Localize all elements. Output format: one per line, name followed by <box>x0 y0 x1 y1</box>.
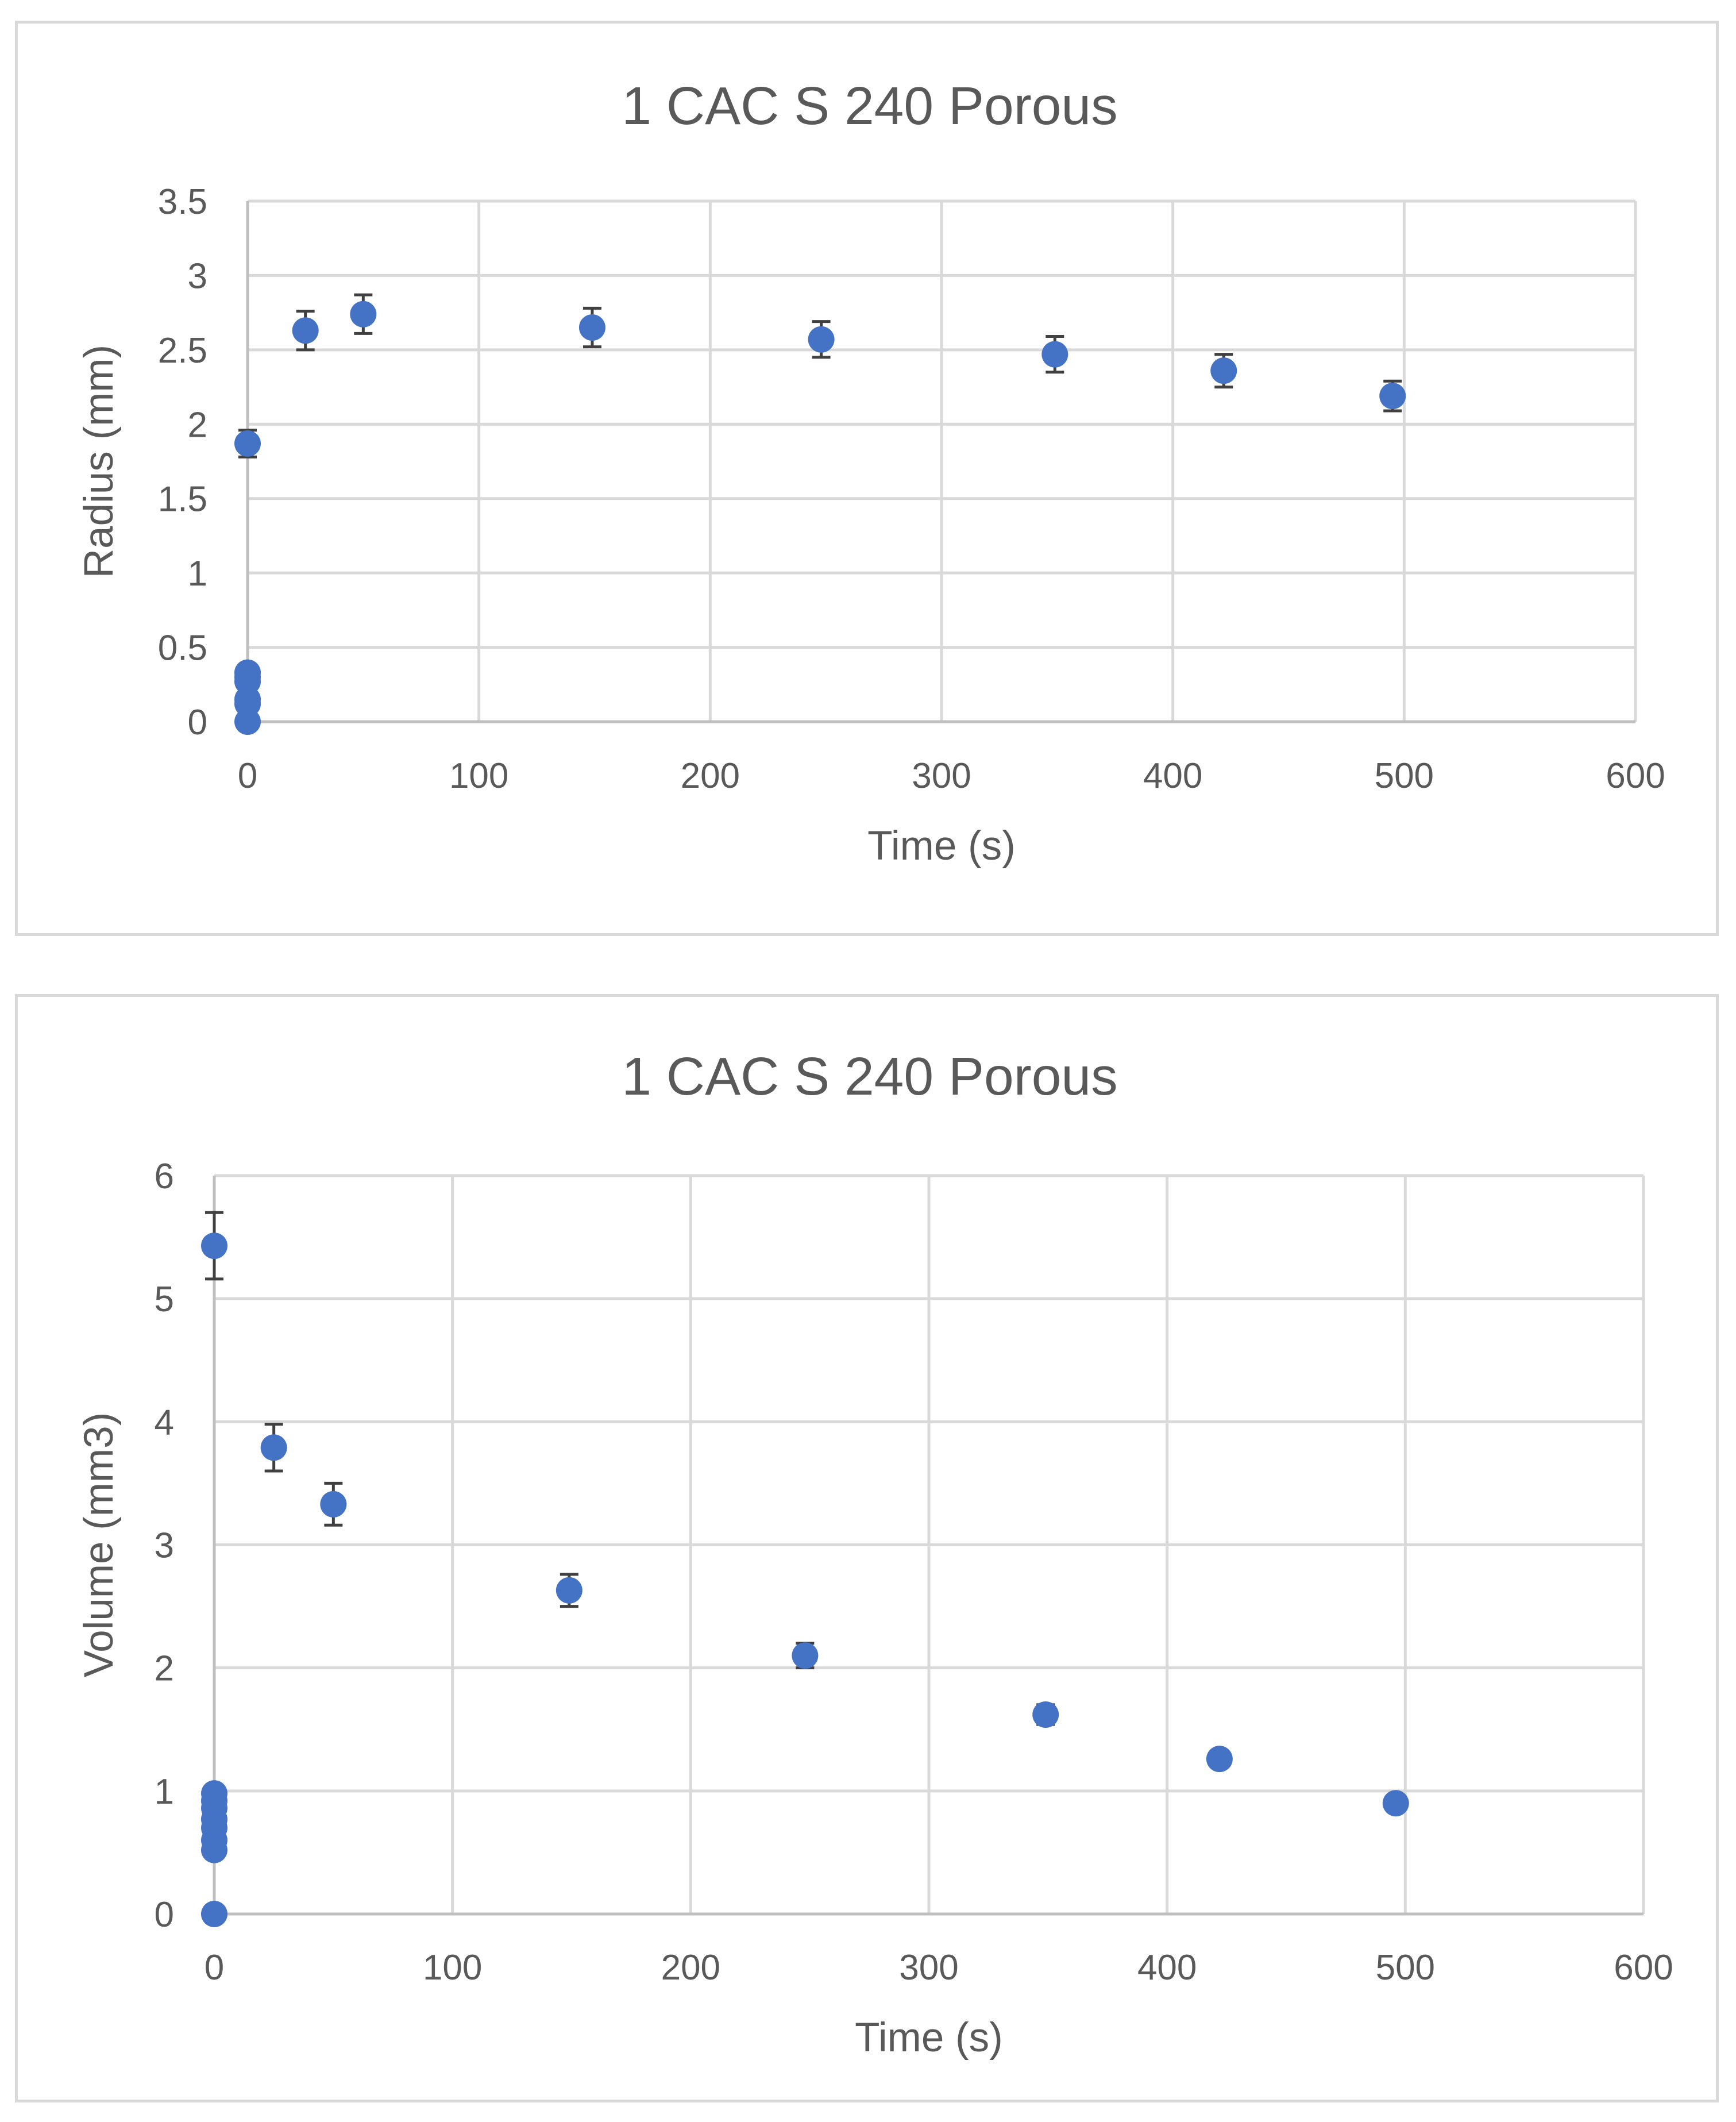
data-point <box>201 1233 227 1260</box>
y-tick-label: 3 <box>188 256 207 296</box>
data-point <box>292 317 319 344</box>
data-point <box>792 1642 819 1669</box>
radius-chart-area: 1 CAC S 240 Porous 0 100 200 300 400 500 600 0 0.… <box>15 21 1719 936</box>
data-point <box>320 1491 347 1518</box>
radius-chart-svg: 1 CAC S 240 Porous 0 100 200 300 400 500 600 0 0.… <box>76 76 1665 869</box>
x-tick-label: 100 <box>449 756 508 796</box>
y-axis-title: Volume (mm3) <box>76 1412 122 1678</box>
data-point <box>1379 383 1406 410</box>
y-tick-label: 6 <box>155 1157 174 1196</box>
data-point <box>201 1780 227 1807</box>
x-tick-label: 300 <box>912 756 971 796</box>
y-tick-label: 1.5 <box>158 480 207 519</box>
x-tick-label: 300 <box>899 1948 958 1988</box>
data-point <box>201 1901 227 1927</box>
y-tick-label: 3 <box>155 1526 174 1566</box>
y-tick-label: 2 <box>188 405 207 445</box>
volume-chart-area: 1 CAC S 240 Porous 0 100 200 300 400 500 600 0 1 2… <box>15 994 1719 2102</box>
data-point <box>1382 1790 1409 1817</box>
y-tick-label: 0 <box>155 1895 174 1935</box>
x-tick-label: 400 <box>1143 756 1202 796</box>
data-point <box>350 301 377 328</box>
y-tick-label: 2 <box>155 1649 174 1689</box>
x-axis-title: Time (s) <box>855 2015 1003 2061</box>
data-point <box>808 326 835 353</box>
data-point <box>234 430 261 457</box>
x-tick-label: 200 <box>661 1948 720 1988</box>
data-point <box>578 314 605 341</box>
x-tick-label: 400 <box>1137 1948 1197 1988</box>
y-tick-label: 1 <box>188 554 207 594</box>
x-tick-label: 600 <box>1606 756 1665 796</box>
data-point <box>1041 341 1068 368</box>
volume-chart-svg: 1 CAC S 240 Porous 0 100 200 300 400 500 600 0 1 2… <box>76 1046 1673 2061</box>
data-point <box>260 1434 287 1461</box>
x-tick-label: 500 <box>1375 756 1434 796</box>
y-tick-label: 4 <box>155 1403 174 1442</box>
x-tick-label: 100 <box>423 1948 482 1988</box>
y-tick-label: 2.5 <box>158 331 207 371</box>
data-point <box>1206 1746 1233 1773</box>
y-tick-label: 5 <box>155 1280 174 1319</box>
chart-title: 1 CAC S 240 Porous <box>622 76 1117 136</box>
data-point <box>1032 1701 1059 1728</box>
x-tick-label: 600 <box>1614 1948 1673 1988</box>
data-point <box>234 659 261 686</box>
y-tick-label: 0 <box>188 703 207 742</box>
y-tick-label: 1 <box>155 1772 174 1812</box>
x-axis-title: Time (s) <box>867 823 1016 869</box>
x-tick-label: 500 <box>1376 1948 1435 1988</box>
chart-title: 1 CAC S 240 Porous <box>622 1046 1117 1106</box>
x-tick-label: 0 <box>238 756 257 796</box>
data-point <box>1210 357 1237 384</box>
x-tick-label: 0 <box>205 1948 224 1988</box>
x-tick-label: 200 <box>681 756 740 796</box>
data-point <box>555 1577 582 1604</box>
y-tick-label: 3.5 <box>158 182 207 222</box>
y-tick-label: 0.5 <box>158 629 207 668</box>
y-axis-title: Radius (mm) <box>76 345 122 578</box>
